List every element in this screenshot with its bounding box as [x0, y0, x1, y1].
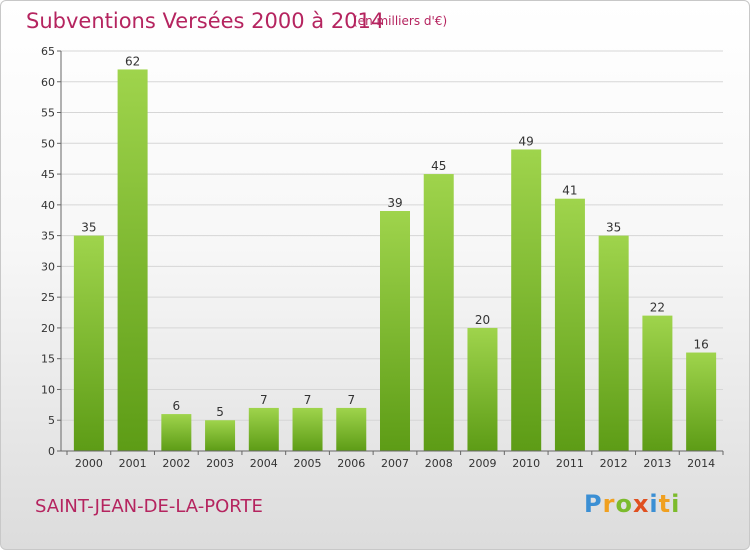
data-label: 49	[519, 134, 534, 148]
bar-2005	[292, 407, 323, 451]
x-tick-label: 2012	[600, 457, 628, 470]
x-tick-label: 2011	[556, 457, 584, 470]
x-tick-label: 2003	[206, 457, 234, 470]
bar-2009	[467, 327, 498, 451]
data-label: 5	[216, 405, 224, 419]
bar-2013	[642, 315, 673, 451]
chart-subtitle: (en milliers d'€)	[353, 14, 448, 28]
bar-2004	[248, 407, 279, 451]
bar-2000	[73, 235, 104, 451]
data-label: 35	[606, 221, 621, 235]
x-tick-label: 2004	[250, 457, 278, 470]
chart-title: Subventions Versées 2000 à 2014	[26, 9, 385, 33]
bar-2010	[511, 149, 542, 451]
data-label: 7	[304, 393, 312, 407]
bar-2012	[598, 235, 629, 451]
data-label: 39	[387, 196, 402, 210]
y-tick-label: 0	[48, 445, 55, 458]
bar-2011	[554, 198, 585, 451]
bar-2001	[117, 69, 148, 451]
y-tick-label: 45	[41, 168, 55, 181]
x-tick-label: 2005	[294, 457, 322, 470]
axes	[57, 50, 724, 455]
x-tick-label: 2014	[687, 457, 715, 470]
data-label: 45	[431, 159, 446, 173]
bars	[73, 69, 717, 452]
data-label: 6	[173, 399, 181, 413]
y-tick-label: 5	[48, 414, 55, 427]
data-label: 22	[650, 301, 665, 315]
proxiti-logo: Proxiti	[584, 490, 681, 518]
data-label: 41	[562, 184, 577, 198]
data-label: 62	[125, 54, 140, 68]
data-label: 7	[260, 393, 268, 407]
y-tick-label: 55	[41, 107, 55, 120]
data-label: 16	[693, 338, 708, 352]
data-label: 20	[475, 313, 490, 327]
x-tick-label: 2009	[468, 457, 496, 470]
bar-2003	[205, 420, 236, 451]
y-tick-label: 20	[41, 322, 55, 335]
data-label: 35	[81, 221, 96, 235]
bar-2002	[161, 414, 192, 451]
y-tick-label: 10	[41, 383, 55, 396]
x-tick-label: 2006	[337, 457, 365, 470]
x-tick-label: 2013	[643, 457, 671, 470]
x-tick-label: 2000	[75, 457, 103, 470]
data-label: 7	[347, 393, 355, 407]
y-tick-label: 40	[41, 199, 55, 212]
x-tick-label: 2010	[512, 457, 540, 470]
bar-2007	[380, 211, 410, 451]
y-tick-label: 50	[41, 137, 55, 150]
labels: 0510152025303540455055606520003520016220…	[41, 45, 715, 470]
x-tick-label: 2002	[162, 457, 190, 470]
bar-2014	[686, 352, 717, 451]
x-tick-label: 2007	[381, 457, 409, 470]
y-tick-label: 65	[41, 45, 55, 58]
y-tick-label: 15	[41, 353, 55, 366]
bar-2006	[336, 407, 367, 451]
y-tick-label: 30	[41, 260, 55, 273]
x-tick-label: 2008	[425, 457, 453, 470]
bar-2008	[423, 174, 454, 452]
commune-name: SAINT-JEAN-DE-LA-PORTE	[35, 496, 263, 517]
y-tick-label: 60	[41, 76, 55, 89]
y-tick-label: 25	[41, 291, 55, 304]
y-tick-label: 35	[41, 230, 55, 243]
x-tick-label: 2001	[119, 457, 147, 470]
